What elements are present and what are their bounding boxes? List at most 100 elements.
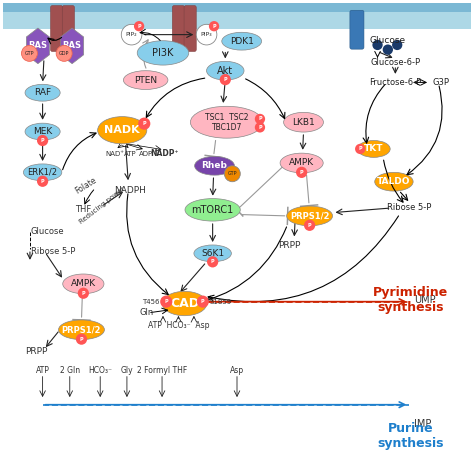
Polygon shape: [61, 28, 84, 64]
Ellipse shape: [283, 112, 323, 132]
Ellipse shape: [98, 117, 147, 144]
Circle shape: [76, 334, 87, 345]
FancyBboxPatch shape: [3, 3, 471, 28]
Text: P: P: [358, 146, 362, 151]
Ellipse shape: [287, 206, 333, 226]
Circle shape: [207, 256, 218, 267]
Text: Glucose-6-P: Glucose-6-P: [370, 58, 420, 67]
Circle shape: [355, 144, 365, 154]
Text: RAS: RAS: [28, 41, 47, 50]
Text: P: P: [41, 179, 45, 184]
Text: P: P: [258, 125, 262, 130]
Text: P: P: [137, 24, 141, 29]
Text: Rheb: Rheb: [201, 161, 228, 170]
Text: 2 Gln: 2 Gln: [60, 366, 80, 375]
Circle shape: [255, 114, 265, 124]
Text: G3P: G3P: [432, 78, 449, 87]
Text: PRPP: PRPP: [278, 241, 301, 250]
Text: Fructose-6-P: Fructose-6-P: [369, 78, 421, 87]
Text: TALDO: TALDO: [377, 177, 410, 186]
Ellipse shape: [191, 106, 263, 138]
Text: GTP: GTP: [228, 171, 237, 176]
Text: P: P: [308, 223, 311, 228]
Text: P: P: [211, 259, 214, 264]
Text: PIP₃: PIP₃: [201, 32, 212, 37]
Text: Pyrimidine
synthesis: Pyrimidine synthesis: [373, 286, 448, 314]
Text: NADK: NADK: [104, 125, 140, 135]
Text: Gln: Gln: [140, 309, 154, 318]
Circle shape: [121, 24, 142, 45]
Ellipse shape: [280, 153, 323, 173]
Text: P: P: [212, 24, 216, 29]
Text: RAF: RAF: [34, 88, 51, 97]
Polygon shape: [27, 28, 49, 64]
Text: MEK: MEK: [33, 127, 52, 136]
Text: Reducing power: Reducing power: [78, 185, 126, 225]
Text: PIP₂: PIP₂: [126, 32, 137, 37]
Ellipse shape: [194, 245, 231, 262]
Text: ATP: ATP: [36, 366, 50, 375]
Text: Ribose 5-P: Ribose 5-P: [31, 247, 75, 256]
Text: NADP⁺: NADP⁺: [150, 149, 179, 158]
Text: P: P: [142, 121, 146, 126]
Text: ATP  HCO₃⁻  Asp: ATP HCO₃⁻ Asp: [148, 320, 209, 329]
Ellipse shape: [63, 274, 104, 294]
FancyBboxPatch shape: [3, 3, 471, 12]
Ellipse shape: [207, 61, 244, 80]
Text: ERK1/2: ERK1/2: [27, 168, 58, 177]
Text: P: P: [201, 299, 205, 304]
Ellipse shape: [25, 123, 60, 140]
Text: P: P: [300, 170, 303, 175]
Text: P: P: [258, 117, 262, 121]
Text: S1859: S1859: [210, 299, 232, 305]
Ellipse shape: [162, 292, 207, 316]
FancyBboxPatch shape: [173, 6, 184, 52]
Text: PI3K: PI3K: [152, 48, 173, 58]
Circle shape: [37, 176, 48, 187]
Text: PRPP: PRPP: [25, 347, 48, 356]
Text: P: P: [41, 138, 45, 143]
Text: GTP: GTP: [25, 51, 34, 56]
Circle shape: [37, 135, 48, 146]
Text: HCO₃⁻: HCO₃⁻: [88, 366, 112, 375]
Text: ATP: ATP: [124, 151, 137, 156]
Text: P: P: [80, 337, 83, 342]
Text: 2 Formyl THF: 2 Formyl THF: [137, 366, 187, 375]
FancyBboxPatch shape: [51, 6, 63, 52]
Text: TSC1  TSC2
TBC1D7: TSC1 TSC2 TBC1D7: [205, 112, 248, 132]
Circle shape: [56, 46, 72, 61]
Text: TKT: TKT: [364, 145, 383, 154]
Text: Asp: Asp: [230, 366, 244, 375]
Circle shape: [373, 40, 383, 50]
Text: P: P: [164, 299, 168, 304]
Text: CAD: CAD: [170, 297, 199, 310]
Circle shape: [197, 296, 209, 308]
Circle shape: [255, 122, 265, 133]
Text: mTORC1: mTORC1: [191, 205, 234, 215]
Ellipse shape: [58, 320, 104, 339]
Text: T456: T456: [142, 299, 160, 305]
Ellipse shape: [185, 199, 240, 221]
Circle shape: [392, 40, 402, 50]
Circle shape: [160, 296, 173, 308]
Ellipse shape: [195, 156, 235, 175]
Ellipse shape: [123, 71, 168, 90]
Circle shape: [138, 118, 150, 130]
Text: GDP: GDP: [59, 51, 69, 56]
Circle shape: [209, 21, 219, 31]
Text: UMP: UMP: [414, 295, 436, 305]
Text: Ribose 5-P: Ribose 5-P: [387, 203, 431, 212]
Text: LKB1: LKB1: [292, 118, 315, 127]
Text: IMP: IMP: [414, 419, 431, 429]
Text: Gly: Gly: [120, 366, 133, 375]
Text: PRPS1/2: PRPS1/2: [62, 325, 101, 334]
Text: PDK1: PDK1: [230, 36, 254, 46]
Text: AMPK: AMPK: [289, 158, 314, 167]
Ellipse shape: [23, 164, 62, 181]
Circle shape: [21, 46, 37, 61]
Circle shape: [224, 166, 240, 182]
Text: PRPS1/2: PRPS1/2: [290, 211, 329, 220]
Text: P: P: [223, 77, 227, 82]
Text: Purine
synthesis: Purine synthesis: [377, 422, 444, 450]
Circle shape: [219, 74, 231, 85]
